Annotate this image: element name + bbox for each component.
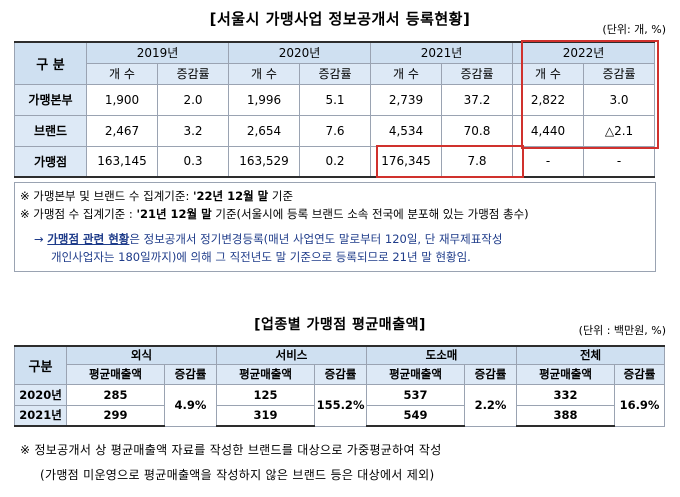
note-text: 기준 [268, 189, 294, 203]
table2-title: [업종별 가맹점 평균매출액] [254, 317, 426, 333]
sub-header-rate: 증감률 [157, 62, 229, 85]
sub-header-rate: 증감률 [614, 363, 666, 385]
table-cell: - [512, 145, 584, 178]
year-header-2019: 2019년 [86, 41, 229, 64]
sub-header-count: 개 수 [86, 62, 158, 85]
row-label: 2020년 [14, 383, 67, 406]
table-row: 가맹본부 1,900 2.0 1,996 5.1 2,739 37.2 2,82… [14, 83, 655, 116]
table-cell: 3.2 [157, 114, 229, 147]
table-cell: 3.0 [583, 83, 655, 116]
note-emphasis: '21년 12월 말 [136, 207, 212, 221]
sector-header-retail: 도소매 [366, 345, 518, 365]
table-row: 브랜드 2,467 3.2 2,654 7.6 4,534 70.8 4,440… [14, 114, 655, 147]
sub-header-avg: 평균매출액 [516, 363, 616, 385]
table1-unit: (단위: 개, %) [602, 23, 666, 36]
sub-header-count: 개 수 [512, 62, 584, 85]
table-row: 2020년 285 4.9% 125 155.2% 537 2.2% 332 1… [14, 383, 666, 427]
table-cell: 125 [216, 383, 316, 406]
table-cell: 37.2 [441, 83, 513, 116]
table-cell: 4.9% [163, 383, 218, 427]
sub-header-rate: 증감률 [314, 363, 368, 385]
note-emphasis: 가맹점 관련 현황 [47, 232, 130, 246]
year-header-2020: 2020년 [228, 41, 371, 64]
table-cell: 2,822 [512, 83, 584, 116]
note-franchise-status-line2: 개인사업자는 180일까지)에 의해 그 직전년도 말 기준으로 등록되므로 2… [51, 250, 471, 264]
note-text: 은 정보공개서 정기변경등록(매년 사업연도 말로부터 120일, 단 재무제표… [129, 232, 503, 246]
sector-header-food: 외식 [65, 345, 218, 365]
sub-header-avg: 평균매출액 [66, 363, 165, 385]
table-row: 가맹점 163,145 0.3 163,529 0.2 176,345 7.8 … [14, 145, 655, 178]
note-text: ※ 가맹본부 및 브랜드 수 집계기준: [20, 189, 193, 203]
sector-header-total: 전체 [516, 345, 666, 365]
sub-header-rate: 증감률 [163, 363, 218, 385]
table-cell: 299 [66, 404, 165, 427]
table2-unit: (단위 : 백만원, %) [578, 324, 666, 337]
table-cell: 0.2 [299, 145, 371, 178]
note-text: 기준(서울시에 등록 브랜드 소속 전국에 분포해 있는 가맹점 총수) [211, 207, 529, 221]
table-cell: 163,145 [86, 145, 158, 178]
note-text: ※ 가맹점 수 집계기준 : [20, 207, 137, 221]
year-header-2022: 2022년 [512, 41, 655, 64]
gubun-header: 구분 [14, 345, 67, 385]
table-cell: 319 [216, 404, 316, 427]
note-emphasis: '22년 12월 말 [192, 189, 269, 203]
sub-header-rate: 증감률 [583, 62, 655, 85]
table-cell: 176,345 [370, 145, 442, 178]
table-cell: 285 [66, 383, 165, 406]
table-cell: 1,900 [86, 83, 158, 116]
sub-header-count: 개 수 [228, 62, 300, 85]
footnote-line2: (가맹점 미운영으로 평균매출액을 작성하지 않은 브랜드 등은 대상에서 제외… [40, 468, 435, 482]
table-cell: 2.0 [157, 83, 229, 116]
table-cell: 70.8 [441, 114, 513, 147]
arrow-icon: → [34, 232, 48, 246]
table-cell: 0.3 [157, 145, 229, 178]
table-cell: 2.2% [464, 383, 518, 427]
note-collection-criteria-franchise: ※ 가맹점 수 집계기준 : '21년 12월 말 기준(서울시에 등록 브랜드… [20, 206, 529, 222]
table-cell: 7.8 [441, 145, 513, 178]
table-cell: 549 [366, 404, 466, 427]
table-cell: 155.2% [314, 383, 368, 427]
sub-header-avg: 평균매출액 [366, 363, 466, 385]
table-cell: 1,996 [228, 83, 300, 116]
table-cell: △2.1 [583, 114, 655, 147]
sub-header-avg: 평균매출액 [216, 363, 316, 385]
sub-header-rate: 증감률 [299, 62, 371, 85]
table-cell: 388 [516, 404, 616, 427]
sub-header-rate: 증감률 [441, 62, 513, 85]
table-cell: 4,534 [370, 114, 442, 147]
note-collection-criteria-brand: ※ 가맹본부 및 브랜드 수 집계기준: '22년 12월 말 기준 [20, 188, 293, 204]
table-cell: 332 [516, 383, 616, 406]
table-cell: 16.9% [614, 383, 666, 427]
gubun-header: 구 분 [14, 41, 87, 85]
table-cell: 2,467 [86, 114, 158, 147]
table-row: 2021년 299 319 549 388 [14, 404, 665, 427]
year-header-2021: 2021년 [370, 41, 513, 64]
row-label: 가맹본부 [14, 83, 87, 116]
table-cell: 7.6 [299, 114, 371, 147]
note-franchise-status: → 가맹점 관련 현황은 정보공개서 정기변경등록(매년 사업연도 말로부터 1… [34, 231, 502, 247]
table-cell: - [583, 145, 655, 178]
notes-box [14, 182, 656, 272]
sub-header-count: 개 수 [370, 62, 442, 85]
table-cell: 2,654 [228, 114, 300, 147]
sub-header-rate: 증감률 [464, 363, 518, 385]
row-label: 가맹점 [14, 145, 87, 178]
table-cell: 2,739 [370, 83, 442, 116]
table-cell: 537 [366, 383, 466, 406]
row-label: 브랜드 [14, 114, 87, 147]
footnote-line1: ※ 정보공개서 상 평균매출액 자료를 작성한 브랜드를 대상으로 가중평균하여… [20, 443, 442, 457]
franchise-registration-table: 구 분 2019년 2020년 2021년 2022년 개 수 증감률 개 수 … [14, 41, 655, 178]
table-cell: 4,440 [512, 114, 584, 147]
sector-header-service: 서비스 [216, 345, 368, 365]
average-sales-table: 구분 외식 서비스 도소매 전체 평균매출액 증감률 평균매출액 증감률 평균매… [14, 345, 666, 427]
table1-title: [서울시 가맹사업 정보공개서 등록현황] [209, 10, 471, 28]
table-cell: 163,529 [228, 145, 300, 178]
row-label: 2021년 [14, 404, 67, 427]
table-cell: 5.1 [299, 83, 371, 116]
